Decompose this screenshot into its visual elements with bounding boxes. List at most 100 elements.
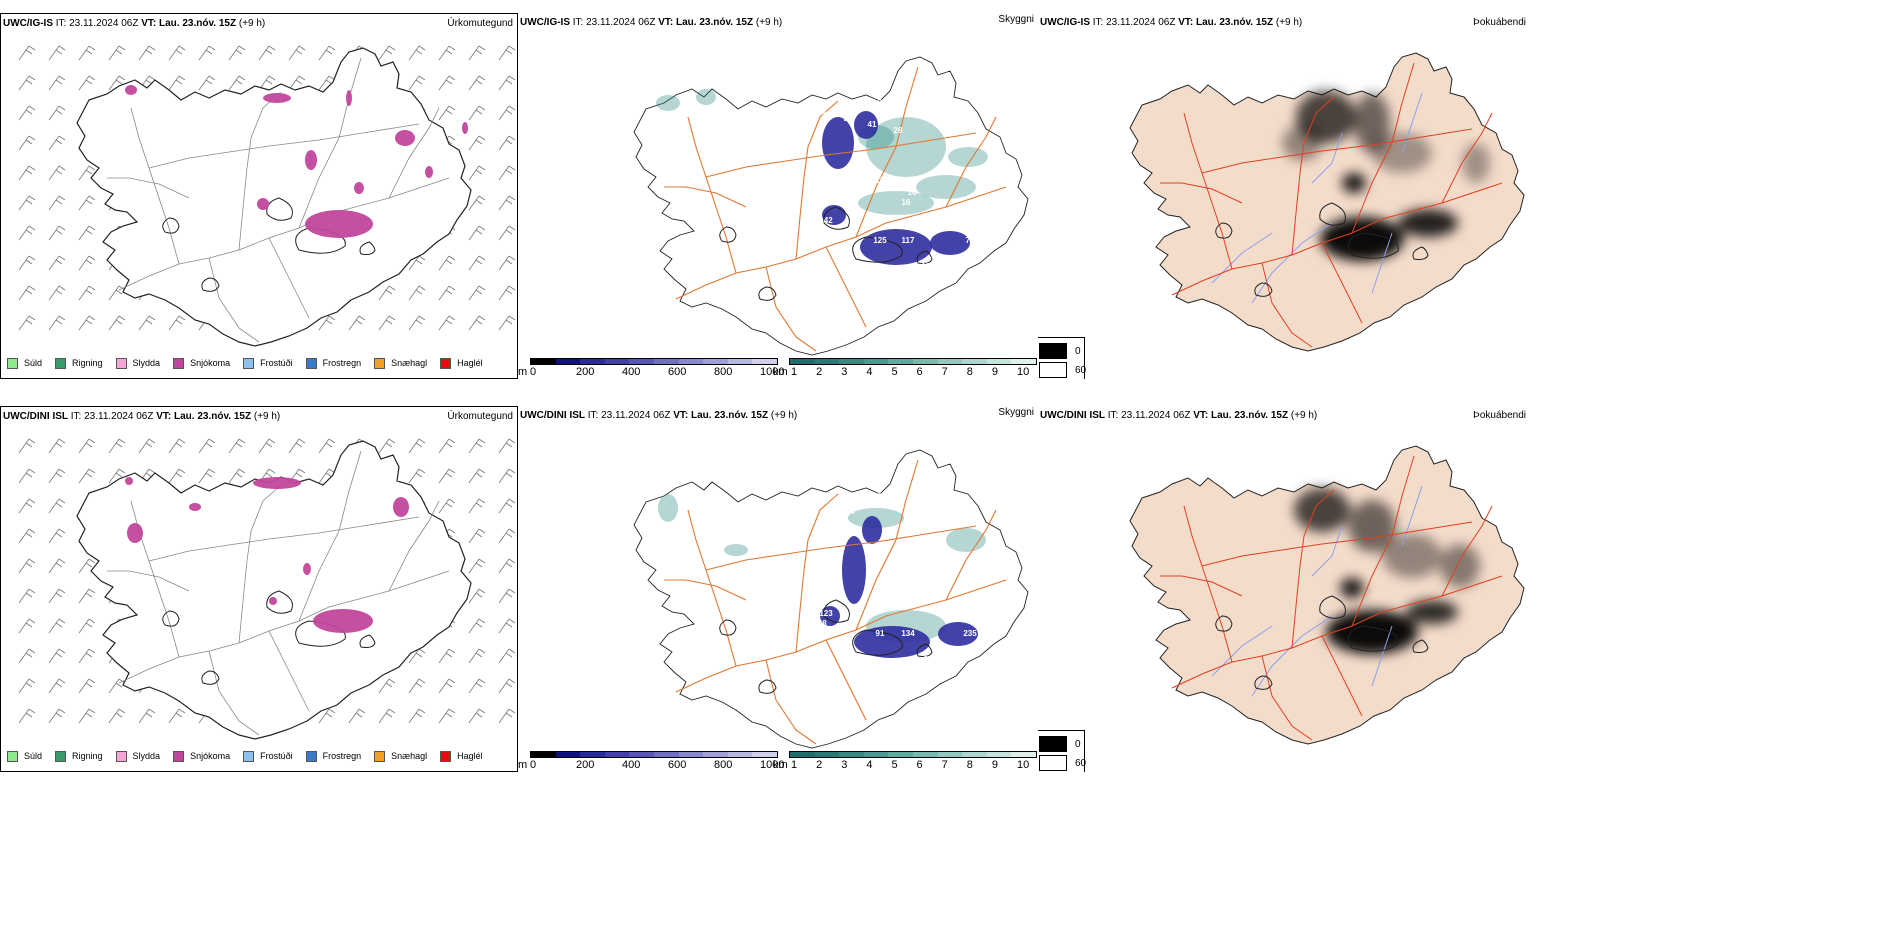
ptype-legend-item: Haglél — [440, 750, 483, 762]
road-line — [268, 237, 310, 319]
ptype-legend-item: Snæhagl — [374, 357, 427, 369]
glacier-outline — [823, 206, 850, 230]
vt-label: VT: — [141, 18, 157, 29]
glacier-outline — [1412, 246, 1429, 260]
wind-barb — [198, 468, 216, 484]
wind-barb — [408, 75, 426, 91]
panel-header: UWC/DINI ISL IT: 23.11.2024 06Z VT: Lau.… — [1040, 410, 1526, 424]
colorbar-step — [703, 359, 728, 364]
wind-barb — [468, 708, 486, 724]
colorbar-step — [604, 752, 630, 757]
visibility-value-label: 32 — [844, 114, 853, 123]
cloud-legend-swatch — [1039, 362, 1067, 378]
river-line — [1251, 615, 1333, 697]
snow-area — [269, 597, 277, 605]
glacier-outline — [266, 590, 293, 614]
wind-barb — [498, 498, 516, 514]
visibility-value-label: 96 — [830, 579, 839, 588]
wind-barb — [468, 588, 486, 604]
vt-label: VT: — [658, 17, 674, 28]
wind-barb — [258, 45, 276, 61]
cloud-legend-swatch — [1039, 343, 1067, 359]
cloud-legend-swatch — [1039, 755, 1067, 771]
fog-map — [1129, 445, 1525, 745]
wind-barb — [138, 45, 156, 61]
fog-panel-row0: UWC/IG-IS IT: 23.11.2024 06Z VT: Lau. 23… — [1038, 13, 1530, 379]
wind-barb — [498, 468, 516, 484]
colorbar-step — [629, 359, 654, 364]
cloud-legend-swatch — [1039, 736, 1067, 752]
ptype-swatch — [115, 357, 127, 369]
snow-area — [125, 477, 133, 485]
wind-barb — [78, 195, 96, 211]
iceland-land — [1129, 52, 1525, 352]
wind-barb — [48, 75, 66, 91]
colorbar-tick-label: 10 — [1017, 759, 1030, 771]
wind-barb — [468, 105, 486, 121]
ptype-legend-item: Frostúði — [243, 357, 293, 369]
fog-area — [1354, 93, 1390, 153]
glacier-outline — [162, 217, 180, 234]
wind-barb — [498, 528, 516, 544]
wind-barb — [498, 558, 516, 574]
wind-barb — [438, 648, 456, 664]
colorbar-tick-label: 800 — [714, 366, 733, 378]
wind-barb — [228, 468, 246, 484]
wind-barb — [468, 165, 486, 181]
wind-barb — [78, 558, 96, 574]
coastline — [633, 449, 1029, 749]
visibility-value-label: 30 — [866, 170, 875, 179]
wind-barb — [228, 75, 246, 91]
visibility-area — [866, 117, 946, 177]
snow-area — [125, 85, 137, 95]
visibility-value-label: 108 — [813, 619, 827, 628]
ptype-label: Frostúði — [260, 358, 293, 368]
colorbar-step — [531, 752, 556, 757]
river-line — [1401, 92, 1423, 154]
visibility-value-label: 32 — [822, 110, 831, 119]
ptype-legend-item: Frostúði — [243, 750, 293, 762]
colorbar-step — [555, 752, 581, 757]
wind-barb — [48, 195, 66, 211]
wind-barb — [18, 255, 36, 271]
visibility-value-label: 14 — [866, 563, 875, 572]
wind-barb — [78, 438, 96, 454]
colorbar-step — [653, 359, 679, 364]
ptype-panel-row0: UWC/IG-IS IT: 23.11.2024 06Z VT: Lau. 23… — [0, 13, 518, 379]
low-ceiling-area — [822, 205, 846, 225]
visibility-value-label: 134 — [901, 629, 915, 638]
ptype-map — [18, 438, 516, 740]
wind-barb — [48, 708, 66, 724]
wind-barb — [198, 45, 216, 61]
colorbar-tick-label: 200 — [576, 366, 595, 378]
wind-barb — [168, 45, 186, 61]
glacier-outline — [1215, 615, 1233, 632]
ptype-map — [18, 45, 516, 347]
road-line — [855, 459, 919, 631]
low-ceiling-area — [854, 111, 878, 139]
colorbar-tick-label: 1 — [791, 366, 798, 378]
visibility-value-label: 142 — [819, 216, 833, 225]
vt-label: VT: — [1178, 17, 1194, 28]
coastline — [1129, 445, 1525, 745]
visibility-area — [658, 494, 678, 522]
visibility-value-label: 139 — [813, 226, 827, 235]
glacier-outline — [916, 250, 933, 264]
field-name: Úrkomutegund — [447, 411, 513, 422]
road-line — [1441, 112, 1493, 204]
colorbar-tick-label: 5 — [891, 759, 898, 771]
cloud-legend: 0 60 — [1038, 730, 1086, 772]
colorbar-step — [888, 359, 913, 364]
glacier-outline — [1319, 595, 1346, 619]
road-line — [388, 107, 440, 199]
visibility-value-label: 16 — [878, 491, 887, 500]
wind-barb — [468, 135, 486, 151]
wind-barb — [108, 708, 126, 724]
visibility-value-label: 15 — [876, 176, 885, 185]
low-ceiling-area — [860, 229, 932, 265]
ptype-label: Rigning — [72, 358, 103, 368]
colorbar-step — [580, 752, 605, 757]
wind-barb — [78, 468, 96, 484]
colorbar-step — [752, 359, 777, 364]
colorbar-step — [962, 752, 987, 757]
